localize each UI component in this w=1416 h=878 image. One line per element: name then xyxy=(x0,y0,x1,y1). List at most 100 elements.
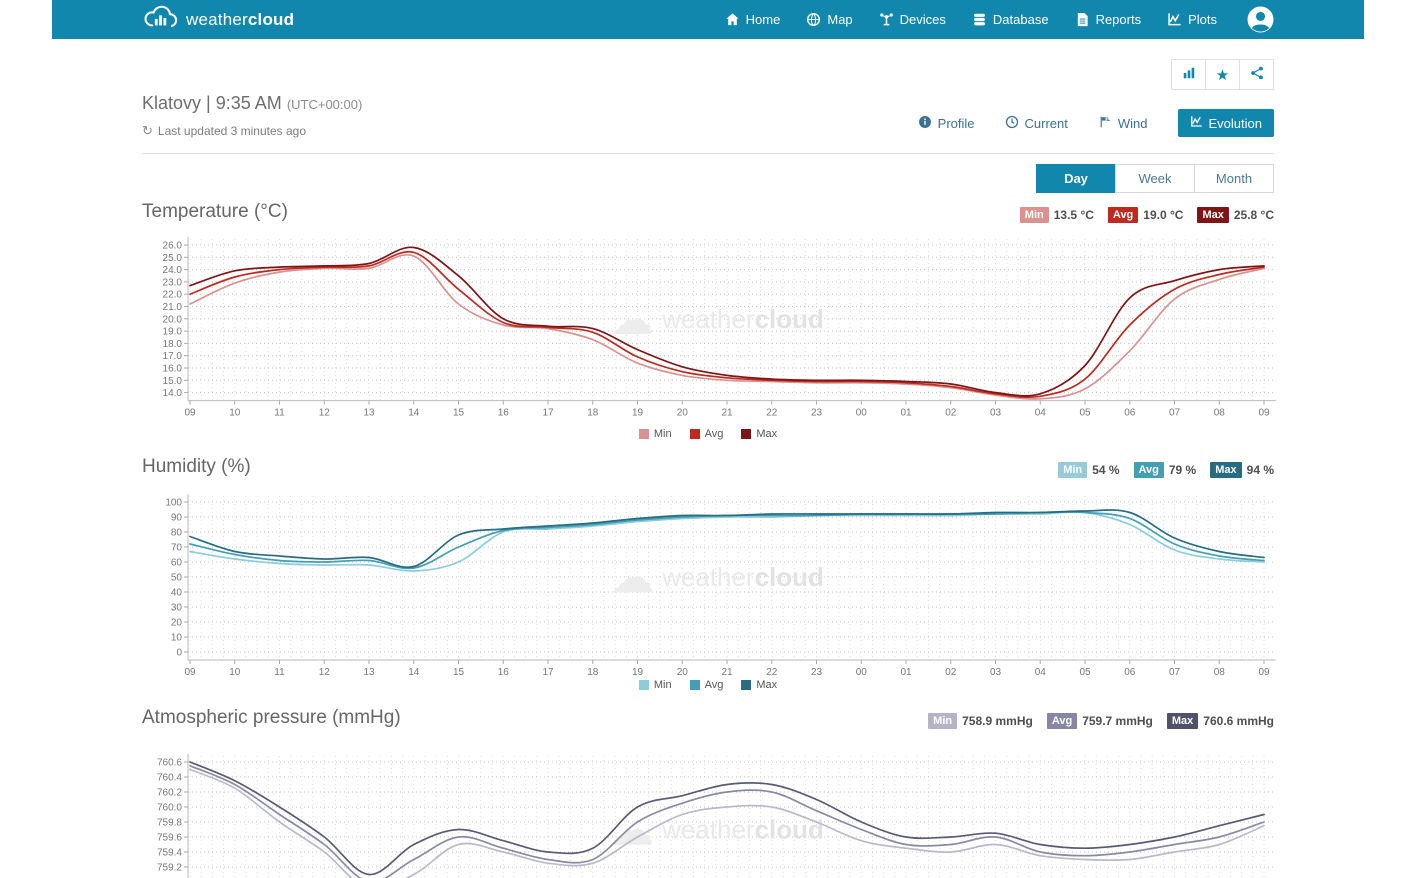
svg-text:02: 02 xyxy=(945,408,957,419)
svg-text:21.0: 21.0 xyxy=(163,302,183,313)
tab-week[interactable]: Week xyxy=(1115,164,1195,193)
svg-text:20: 20 xyxy=(677,408,689,419)
svg-text:23: 23 xyxy=(811,667,823,678)
svg-text:18.0: 18.0 xyxy=(163,339,183,350)
svg-text:17: 17 xyxy=(542,408,554,419)
svg-text:90: 90 xyxy=(171,513,183,524)
station-info: Klatovy | 9:35 AM (UTC+00:00) ↻ Last upd… xyxy=(142,93,362,139)
brand-logo[interactable]: weathercloud xyxy=(142,3,294,36)
view-current[interactable]: Current xyxy=(1005,115,1068,132)
svg-text:13: 13 xyxy=(363,408,375,419)
nav-item-plots[interactable]: Plots xyxy=(1167,12,1217,27)
humidity-stats: Min 54 % Avg 79 % Max 94 % xyxy=(1058,462,1274,478)
svg-text:20: 20 xyxy=(171,618,183,629)
nav-item-devices[interactable]: Devices xyxy=(879,12,946,27)
svg-text:12: 12 xyxy=(319,667,331,678)
view-profile[interactable]: Profile xyxy=(918,115,975,132)
nav-item-reports[interactable]: Reports xyxy=(1075,12,1141,27)
page-container: weathercloud Home Map Devices Database R… xyxy=(52,0,1364,878)
nav-item-map[interactable]: Map xyxy=(806,12,853,27)
pressure-section: Atmospheric pressure (mmHg) Min 758.9 mmH… xyxy=(142,707,1274,878)
min-legend-swatch xyxy=(638,429,649,439)
avg-legend-swatch xyxy=(689,680,700,690)
humidity-title: Humidity (%) xyxy=(142,456,251,477)
svg-text:04: 04 xyxy=(1035,408,1047,419)
svg-text:09: 09 xyxy=(184,408,196,419)
share-button[interactable] xyxy=(1239,59,1274,90)
avg-badge: Avg xyxy=(1046,713,1078,729)
refresh-icon[interactable]: ↻ xyxy=(142,123,153,138)
pressure-stats: Min 758.9 mmHg Avg 759.7 mmHg Max 760.6 mmH… xyxy=(928,713,1274,729)
svg-text:760.2: 760.2 xyxy=(157,788,182,799)
svg-text:14: 14 xyxy=(408,667,420,678)
station-utc-offset: (UTC+00:00) xyxy=(286,97,363,112)
svg-text:12: 12 xyxy=(319,408,331,419)
svg-text:15: 15 xyxy=(453,408,465,419)
favorite-button[interactable]: ★ xyxy=(1205,59,1240,90)
svg-text:13: 13 xyxy=(363,667,375,678)
svg-text:20: 20 xyxy=(677,667,689,678)
wind-flag-icon xyxy=(1098,115,1112,132)
svg-text:05: 05 xyxy=(1079,408,1091,419)
svg-text:15: 15 xyxy=(453,667,465,678)
svg-text:22: 22 xyxy=(766,408,778,419)
range-tabs: Day Week Month xyxy=(142,164,1274,193)
min-legend-swatch xyxy=(638,680,649,690)
temperature-legend: Min Avg Max xyxy=(142,428,1274,440)
view-evolution[interactable]: Evolution xyxy=(1177,109,1274,137)
report-file-icon xyxy=(1075,12,1090,27)
svg-text:☁weathercloud: ☁ weathercloud xyxy=(610,553,824,602)
info-icon xyxy=(918,115,932,132)
tab-month[interactable]: Month xyxy=(1194,164,1274,193)
svg-text:01: 01 xyxy=(900,408,912,419)
svg-text:07: 07 xyxy=(1169,667,1181,678)
evolution-chart-icon xyxy=(1190,115,1203,131)
max-badge: Max xyxy=(1197,207,1229,223)
max-badge: Max xyxy=(1210,462,1242,478)
svg-text:16.0: 16.0 xyxy=(163,364,183,375)
svg-text:☁weathercloud: ☁ weathercloud xyxy=(610,295,824,344)
svg-text:07: 07 xyxy=(1169,408,1181,419)
svg-text:15.0: 15.0 xyxy=(163,376,183,387)
svg-text:08: 08 xyxy=(1214,408,1226,419)
station-title: Klatovy | 9:35 AM (UTC+00:00) xyxy=(142,93,363,113)
svg-text:50: 50 xyxy=(171,573,183,584)
svg-text:14.0: 14.0 xyxy=(163,388,183,399)
svg-text:10: 10 xyxy=(229,667,241,678)
pressure-title: Atmospheric pressure (mmHg) xyxy=(142,707,401,728)
svg-text:00: 00 xyxy=(856,667,868,678)
svg-text:11: 11 xyxy=(274,408,285,419)
svg-text:09: 09 xyxy=(184,667,196,678)
view-wind[interactable]: Wind xyxy=(1098,115,1148,132)
svg-text:03: 03 xyxy=(990,667,1002,678)
top-navbar: weathercloud Home Map Devices Database R… xyxy=(52,0,1364,39)
svg-text:16: 16 xyxy=(498,408,510,419)
svg-text:759.8: 759.8 xyxy=(157,818,182,829)
weather-station-icon xyxy=(879,12,894,27)
svg-text:23: 23 xyxy=(811,408,823,419)
svg-text:03: 03 xyxy=(990,408,1002,419)
brand-name: weathercloud xyxy=(186,9,295,29)
temperature-title: Temperature (°C) xyxy=(142,201,288,222)
nav-item-home[interactable]: Home xyxy=(725,12,780,27)
min-badge: Min xyxy=(1019,207,1049,223)
svg-text:30: 30 xyxy=(171,603,183,614)
svg-text:08: 08 xyxy=(1214,667,1226,678)
max-legend-swatch xyxy=(741,429,752,439)
star-icon: ★ xyxy=(1215,66,1230,84)
avg-badge: Avg xyxy=(1133,462,1164,478)
nav-item-database[interactable]: Database xyxy=(972,12,1049,27)
avg-legend-swatch xyxy=(689,429,700,439)
share-icon xyxy=(1250,66,1264,84)
tab-day[interactable]: Day xyxy=(1036,164,1116,193)
temperature-stats: Min 13.5 °C Avg 19.0 °C Max 25.8 °C xyxy=(1019,207,1274,223)
humidity-section: Humidity (%) Min 54 % Avg 79 % Max 94 % 10 0… xyxy=(142,456,1276,691)
charts-view-button[interactable] xyxy=(1171,59,1206,90)
svg-text:760.0: 760.0 xyxy=(157,803,182,814)
svg-text:18: 18 xyxy=(587,408,599,419)
user-avatar[interactable] xyxy=(1247,6,1274,33)
humidity-legend: Min Avg Max xyxy=(142,679,1274,691)
max-legend-swatch xyxy=(741,680,752,690)
svg-text:22: 22 xyxy=(766,667,778,678)
svg-text:10: 10 xyxy=(171,633,183,644)
